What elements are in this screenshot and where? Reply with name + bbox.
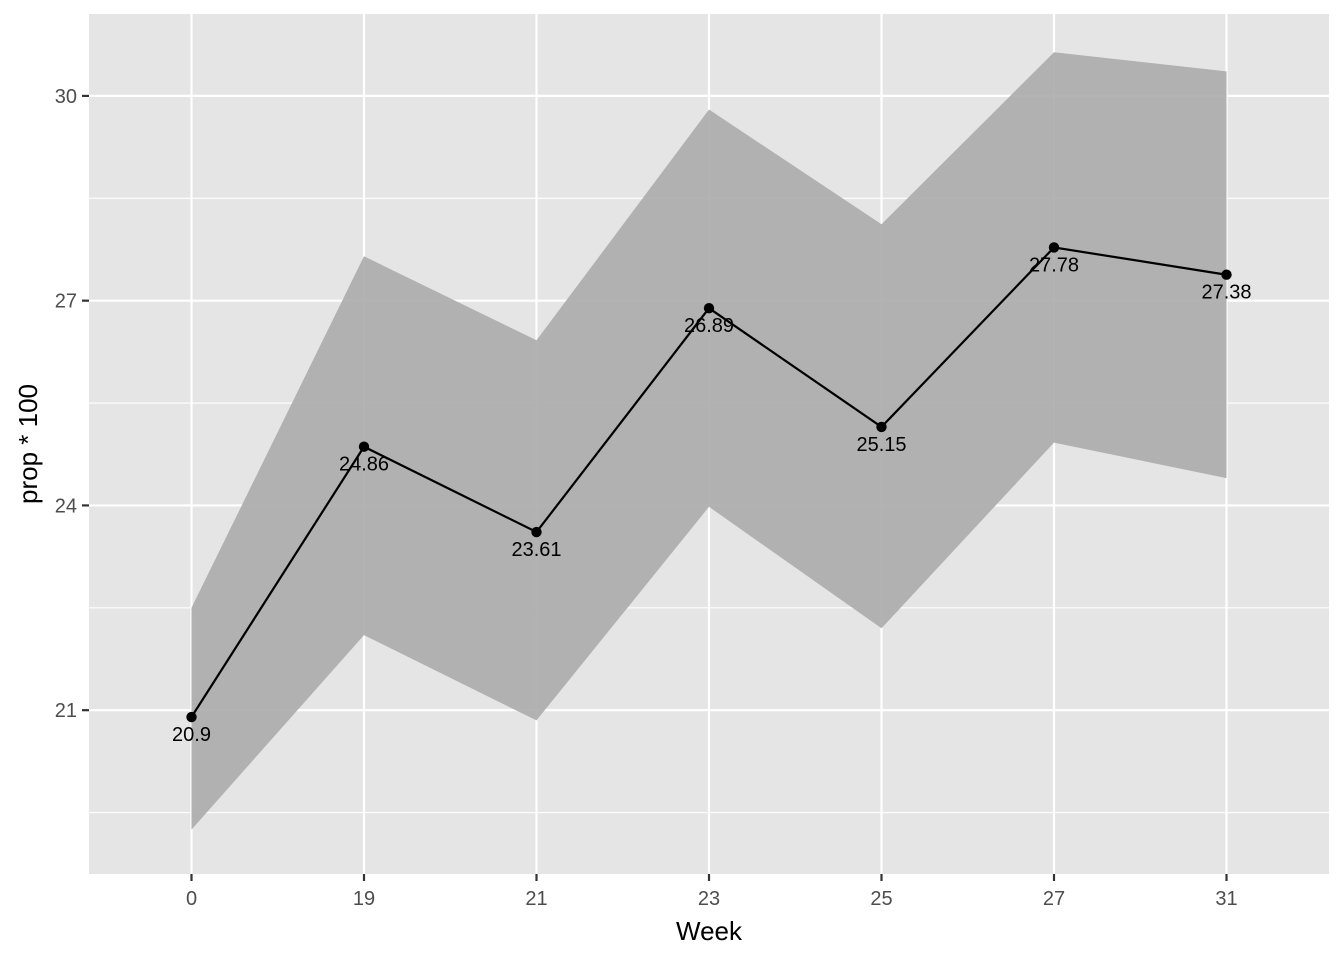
data-label: 20.9: [172, 724, 211, 746]
x-tick-label: 27: [1043, 888, 1065, 910]
data-points-layer: [186, 242, 1232, 723]
data-point: [703, 302, 715, 314]
y-tick-label: 27: [55, 291, 77, 313]
y-tick-label: 24: [55, 495, 77, 517]
data-point: [358, 441, 370, 452]
confidence-ribbon-layer: [191, 52, 1227, 830]
y-tick-label: 21: [55, 700, 77, 722]
data-point: [1048, 242, 1060, 253]
x-tick-label: 0: [186, 888, 197, 910]
data-labels-layer: 20.9 24.86 23.61 26.89 25.15 27.78 27.38: [172, 254, 1252, 746]
data-point: [186, 711, 197, 723]
data-label: 24.86: [339, 454, 389, 476]
data-point: [876, 421, 887, 433]
y-axis: 21 24 27 30: [55, 86, 89, 722]
y-axis-title: prop * 100: [13, 384, 43, 504]
data-point: [1221, 269, 1232, 280]
x-axis-title: Week: [676, 916, 743, 946]
x-tick-label: 19: [353, 888, 375, 910]
data-label: 25.15: [856, 434, 906, 456]
confidence-ribbon: [191, 52, 1227, 830]
x-tick-label: 21: [525, 888, 547, 910]
data-label: 27.78: [1029, 254, 1079, 276]
data-label: 27.38: [1201, 282, 1251, 304]
x-tick-label: 25: [870, 888, 892, 910]
data-label: 26.89: [684, 315, 734, 337]
y-tick-label: 30: [55, 86, 77, 108]
x-axis: 0 19 21 23 25 27 31: [186, 874, 1238, 910]
data-label: 23.61: [511, 539, 561, 561]
data-point: [531, 526, 542, 538]
x-tick-label: 31: [1215, 888, 1237, 910]
x-tick-label: 23: [698, 888, 720, 910]
